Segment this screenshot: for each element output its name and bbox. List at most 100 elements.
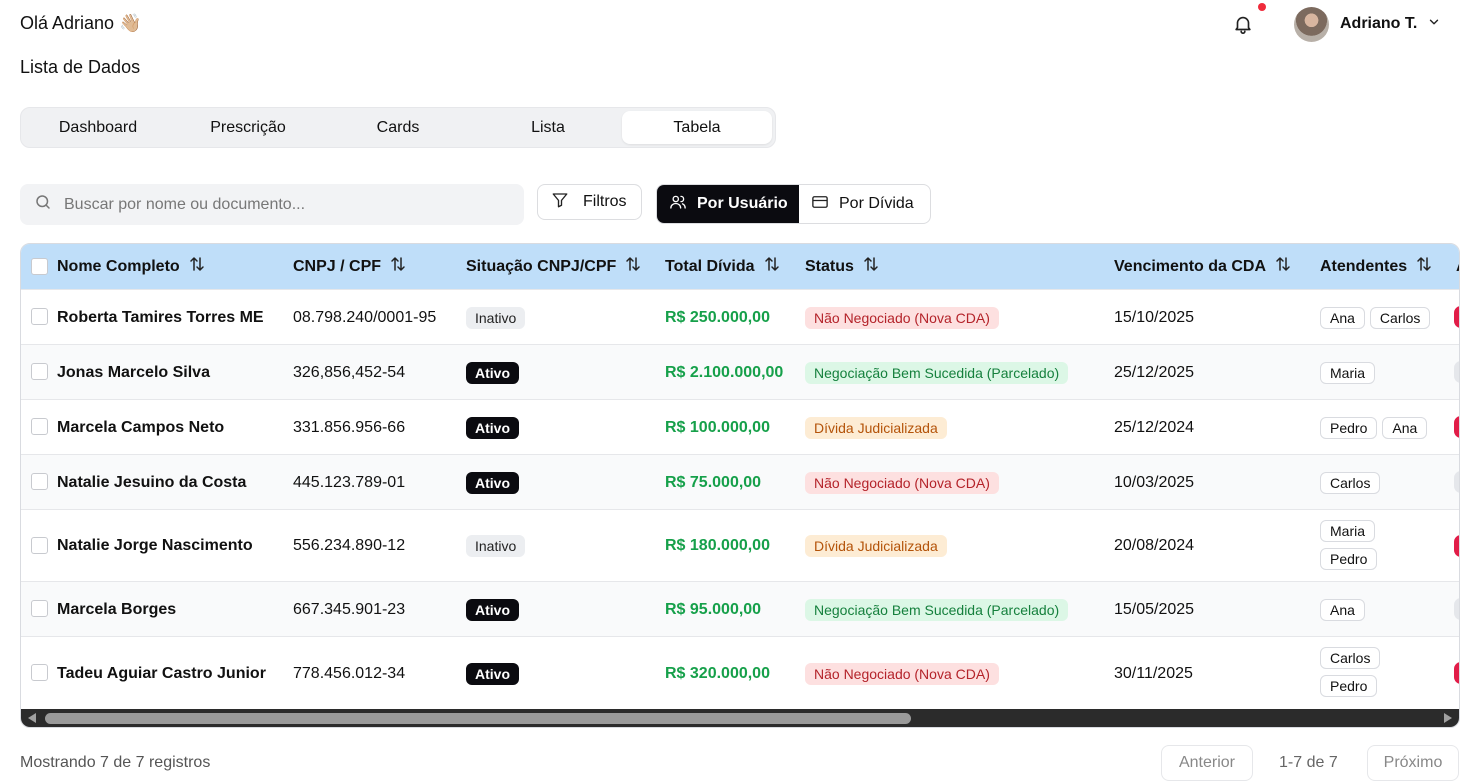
col-cnpj-cpf[interactable]: CNPJ / CPF bbox=[293, 244, 407, 289]
view-by-user-button[interactable]: Por Usuário bbox=[657, 185, 799, 223]
filter-label: Filtros bbox=[583, 193, 627, 210]
select-all-checkbox[interactable] bbox=[31, 258, 48, 275]
search-icon bbox=[34, 193, 52, 216]
users-icon bbox=[669, 193, 687, 216]
row-checkbox[interactable] bbox=[31, 418, 48, 435]
row-checkbox[interactable] bbox=[31, 600, 48, 617]
attendant-tag: Ana bbox=[1320, 598, 1365, 621]
cell-doc: 778.456.012-34 bbox=[293, 664, 406, 682]
chevron-down-icon bbox=[1427, 15, 1441, 34]
action-indicator[interactable] bbox=[1454, 306, 1459, 328]
sort-icon[interactable] bbox=[1415, 255, 1433, 278]
attendant-tag: Maria bbox=[1320, 361, 1376, 384]
tab-tabela[interactable]: Tabela bbox=[622, 111, 772, 144]
situacao-badge: Ativo bbox=[466, 598, 519, 621]
cell-vencimento: 10/03/2025 bbox=[1114, 473, 1195, 491]
sort-icon[interactable] bbox=[1274, 255, 1292, 278]
col-situacao[interactable]: Situação CNPJ/CPF bbox=[466, 244, 642, 289]
view-mode-toggle: Por Usuário Por Dívida bbox=[656, 184, 931, 224]
tab-lista[interactable]: Lista bbox=[531, 118, 565, 136]
action-indicator[interactable] bbox=[1454, 535, 1459, 557]
horizontal-scrollbar[interactable] bbox=[21, 709, 1459, 727]
cell-vencimento: 15/05/2025 bbox=[1114, 600, 1195, 618]
sort-icon[interactable] bbox=[188, 255, 206, 278]
status-badge: Dívida Judicializada bbox=[805, 535, 947, 557]
cell-name: Marcela Campos Neto bbox=[57, 418, 225, 436]
cell-vencimento: 25/12/2025 bbox=[1114, 363, 1195, 381]
bell-icon[interactable] bbox=[1232, 13, 1254, 35]
attendant-tag: Carlos bbox=[1320, 647, 1381, 669]
tab-dashboard[interactable]: Dashboard bbox=[58, 118, 138, 136]
col-nome[interactable]: Nome Completo bbox=[57, 244, 206, 289]
cell-vencimento: 25/12/2024 bbox=[1114, 418, 1195, 436]
row-checkbox[interactable] bbox=[31, 537, 48, 554]
view-by-debt-button[interactable]: Por Dívida bbox=[799, 185, 930, 223]
search-input[interactable] bbox=[64, 195, 484, 214]
tab-cards[interactable]: Cards bbox=[376, 118, 420, 136]
filter-icon bbox=[551, 191, 569, 214]
table-row[interactable]: Marcela Borges 667.345.901-23 Ativo R$ 9… bbox=[21, 581, 1459, 636]
action-indicator[interactable] bbox=[1454, 471, 1459, 493]
cell-total: R$ 95.000,00 bbox=[665, 600, 762, 618]
status-badge: Negociação Bem Sucedida (Parcelado) bbox=[805, 598, 1069, 621]
next-page-button[interactable]: Próximo bbox=[1367, 745, 1459, 781]
situacao-badge: Ativo bbox=[466, 361, 519, 384]
cell-doc: 326,856,452-54 bbox=[293, 363, 406, 381]
situacao-badge: Inativo bbox=[466, 306, 526, 329]
page-info: 1-7 de 7 bbox=[1279, 754, 1338, 771]
view-by-user-label: Por Usuário bbox=[697, 195, 788, 212]
cell-total: R$ 320.000,00 bbox=[665, 664, 770, 682]
attendant-tag: Maria bbox=[1320, 520, 1376, 542]
cell-doc: 331.856.956-66 bbox=[293, 418, 406, 436]
action-indicator[interactable] bbox=[1454, 416, 1459, 438]
view-tabs: Dashboard Prescrição Cards Lista Tabela bbox=[20, 107, 776, 148]
table-row[interactable]: Natalie Jorge Nascimento 556.234.890-12 … bbox=[21, 509, 1459, 581]
col-status[interactable]: Status bbox=[805, 244, 880, 289]
tab-prescricao[interactable]: Prescrição bbox=[210, 118, 286, 136]
view-by-debt-label: Por Dívida bbox=[839, 195, 914, 212]
action-indicator[interactable] bbox=[1454, 361, 1459, 383]
sort-icon[interactable] bbox=[763, 255, 781, 278]
cell-doc: 08.798.240/0001-95 bbox=[293, 308, 437, 326]
row-checkbox[interactable] bbox=[31, 308, 48, 325]
sort-icon[interactable] bbox=[624, 255, 642, 278]
table-row[interactable]: Jonas Marcelo Silva 326,856,452-54 Ativo… bbox=[21, 344, 1459, 399]
scrollbar-thumb[interactable] bbox=[45, 713, 911, 724]
sort-icon[interactable] bbox=[862, 255, 880, 278]
situacao-badge: Ativo bbox=[466, 662, 519, 685]
credit-card-icon bbox=[811, 193, 829, 216]
row-checkbox[interactable] bbox=[31, 473, 48, 490]
sort-icon[interactable] bbox=[389, 255, 407, 278]
cell-total: R$ 250.000,00 bbox=[665, 308, 770, 326]
row-checkbox[interactable] bbox=[31, 664, 48, 681]
table-row[interactable]: Tadeu Aguiar Castro Junior 778.456.012-3… bbox=[21, 636, 1459, 709]
prev-page-button[interactable]: Anterior bbox=[1161, 745, 1253, 781]
cell-total: R$ 2.100.000,00 bbox=[665, 363, 784, 381]
scroll-left-arrow-icon[interactable] bbox=[28, 713, 36, 723]
col-atendentes[interactable]: Atendentes bbox=[1320, 244, 1433, 289]
action-indicator[interactable] bbox=[1454, 662, 1459, 684]
cell-name: Tadeu Aguiar Castro Junior bbox=[57, 664, 266, 682]
attendant-tag: Pedro bbox=[1320, 416, 1378, 439]
cell-name: Marcela Borges bbox=[57, 600, 177, 618]
action-indicator[interactable] bbox=[1454, 598, 1459, 620]
user-menu[interactable]: Adriano T. bbox=[1294, 6, 1441, 42]
greeting: Olá Adriano 👋🏼 bbox=[20, 13, 142, 33]
status-badge: Negociação Bem Sucedida (Parcelado) bbox=[805, 361, 1069, 384]
table-row[interactable]: Marcela Campos Neto 331.856.956-66 Ativo… bbox=[21, 399, 1459, 454]
col-total-divida[interactable]: Total Dívida bbox=[665, 244, 781, 289]
status-badge: Não Negociado (Nova CDA) bbox=[805, 662, 999, 685]
scroll-right-arrow-icon[interactable] bbox=[1444, 713, 1452, 723]
col-vencimento[interactable]: Vencimento da CDA bbox=[1114, 244, 1292, 289]
col-extra[interactable]: A bbox=[1456, 244, 1459, 289]
table-row[interactable]: Natalie Jesuino da Costa 445.123.789-01 … bbox=[21, 454, 1459, 509]
table-row[interactable]: Roberta Tamires Torres ME 08.798.240/000… bbox=[21, 289, 1459, 344]
status-badge: Dívida Judicializada bbox=[805, 416, 947, 439]
cell-vencimento: 20/08/2024 bbox=[1114, 537, 1195, 554]
cell-vencimento: 15/10/2025 bbox=[1114, 308, 1195, 326]
row-checkbox[interactable] bbox=[31, 363, 48, 380]
cell-total: R$ 100.000,00 bbox=[665, 418, 770, 436]
cell-name: Natalie Jorge Nascimento bbox=[57, 537, 253, 554]
filter-button[interactable]: Filtros bbox=[537, 184, 642, 220]
cell-name: Natalie Jesuino da Costa bbox=[57, 473, 247, 491]
